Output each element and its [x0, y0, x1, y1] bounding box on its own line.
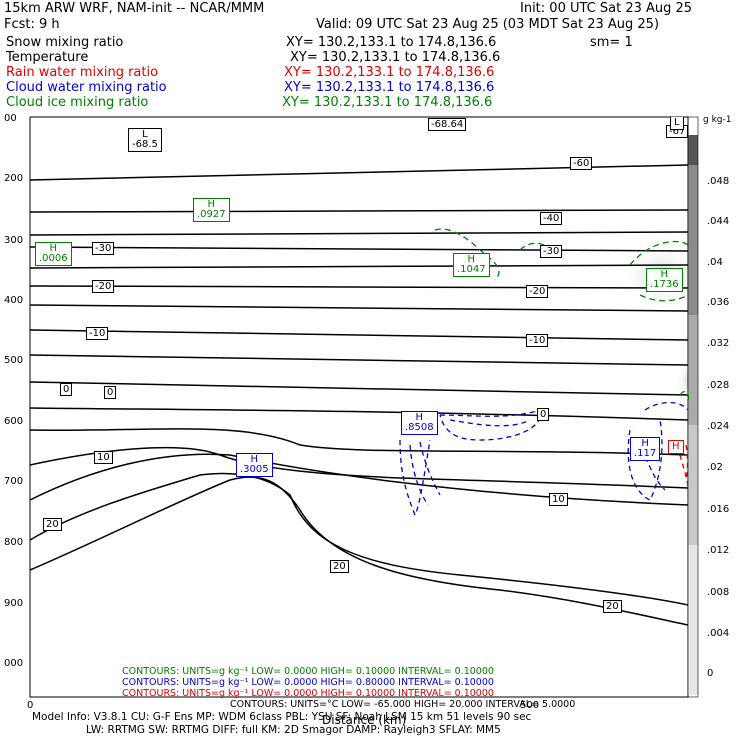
extremum-type: H: [672, 441, 680, 452]
y-tick-label: 400: [4, 295, 24, 306]
plot-frame: [29, 116, 689, 698]
y-tick-label: 900: [4, 598, 24, 609]
model-title: 15km ARW WRF, NAM-init -- NCAR/MMM: [4, 1, 265, 16]
extremum-type: H: [660, 269, 669, 280]
field-xy-cloudwater: XY= 130.2,133.1 to 174.8,136.6: [284, 80, 495, 95]
contour-label: -68.64: [428, 118, 467, 131]
y-tick-label: 600: [4, 416, 24, 427]
field-name-temperature: Temperature: [6, 50, 89, 65]
contour-info-rain: CONTOURS: UNITS=g kg⁻¹ LOW= 0.0000 HIGH=…: [122, 688, 494, 699]
extremum-value: .117: [634, 448, 657, 459]
colorbar-tick: .024: [707, 421, 730, 432]
contour-info-cloudice: CONTOURS: UNITS=g kg⁻¹ LOW= 0.0000 HIGH=…: [122, 666, 494, 677]
contour-label: -30: [92, 242, 115, 255]
extremum-high: H .1047: [453, 253, 490, 277]
contour-label: 10: [94, 451, 113, 464]
init-time: Init: 00 UTC Sat 23 Aug 25: [520, 1, 693, 16]
field-smooth: sm= 1: [590, 35, 633, 50]
colorbar-tick: .048: [707, 176, 730, 187]
y-tick-label: 500: [4, 355, 24, 366]
colorbar-tick: .008: [707, 587, 730, 598]
extremum-value: -68.5: [132, 139, 158, 150]
y-tick-label: 700: [4, 476, 24, 487]
extremum-type: H: [415, 412, 424, 423]
model-info-line2: LW: RRTMG SW: RRTMG DIFF: full KM: 2D Sm…: [86, 724, 501, 736]
extremum-value: .0006: [39, 253, 68, 264]
x-tick-label: 500: [520, 700, 540, 711]
extremum-type: H: [49, 243, 58, 254]
contour-label: -10: [526, 334, 549, 347]
extremum-value: .1736: [650, 279, 679, 290]
y-tick-label: 800: [4, 537, 24, 548]
extremum-high: H .3005: [236, 453, 273, 477]
extremum-value: .1047: [457, 264, 486, 275]
contour-label: 10: [549, 493, 568, 506]
field-name-snow: Snow mixing ratio: [6, 35, 124, 50]
y-tick-label: 00: [4, 113, 17, 124]
field-name-cloudwater: Cloud water mixing ratio: [6, 80, 167, 95]
contour-label: 20: [330, 560, 349, 573]
field-xy-snow: XY= 130.2,133.1 to 174.8,136.6: [286, 35, 497, 50]
extremum-low: L -68.5: [128, 128, 162, 152]
colorbar-tick: .032: [707, 338, 730, 349]
contour-label: -30: [540, 245, 563, 258]
contour-info-cloudwater: CONTOURS: UNITS=g kg⁻¹ LOW= 0.0000 HIGH=…: [122, 677, 494, 688]
forecast-hour: Fcst: 9 h: [4, 17, 60, 32]
extremum-high: H .8508: [401, 411, 438, 435]
contour-label: 0: [60, 383, 73, 396]
contour-label: -20: [92, 280, 115, 293]
contour-label: 0: [537, 408, 550, 421]
contour-label: -60: [570, 157, 593, 170]
extremum-type: H: [467, 254, 476, 265]
field-xy-temperature: XY= 130.2,133.1 to 174.8,136.6: [290, 50, 501, 65]
colorbar-tick: .044: [707, 216, 730, 227]
colorbar-units: g kg-1: [703, 115, 732, 125]
extremum-high: H .0927: [193, 198, 230, 222]
contour-label: -40: [540, 212, 563, 225]
field-name-cloudice: Cloud ice mixing ratio: [6, 95, 149, 110]
x-tick-label: 0: [27, 700, 34, 711]
extremum-high: H: [668, 440, 684, 454]
extremum-type: L: [142, 129, 148, 140]
colorbar-tick: .036: [707, 297, 730, 308]
contour-label: 20: [43, 518, 62, 531]
y-tick-label: 200: [4, 173, 24, 184]
contour-label: -20: [526, 285, 549, 298]
y-tick-label: 300: [4, 235, 24, 246]
extremum-type: H: [641, 438, 649, 449]
model-info-line1: Model Info: V3.8.1 CU: G-F Ens MP: WDM 6…: [32, 711, 532, 723]
extremum-type: H: [207, 199, 216, 210]
colorbar-tick: .004: [707, 628, 730, 639]
contour-label: 0: [104, 386, 117, 399]
contour-label: 20: [603, 600, 622, 613]
colorbar-tick: .012: [707, 545, 730, 556]
colorbar-tick: .04: [707, 257, 723, 268]
colorbar-tick: .02: [707, 462, 723, 473]
contour-info-temperature: CONTOURS: UNITS=°C LOW= -65.000 HIGH= 20…: [230, 699, 576, 710]
extremum-high: H .1736: [646, 268, 683, 292]
colorbar-tick: 0: [707, 668, 714, 679]
extremum-value: .8508: [405, 422, 434, 433]
field-xy-rain: XY= 130.2,133.1 to 174.8,136.6: [284, 65, 495, 80]
extremum-type: L: [674, 117, 680, 128]
temperature-contours: [29, 164, 689, 626]
colorbar-tick: .016: [707, 504, 730, 515]
rain-water-contours: [679, 444, 689, 491]
extremum-high: H .0006: [35, 242, 72, 266]
x-axis-label: Distance (km): [322, 713, 407, 727]
extremum-high: H .117: [630, 437, 661, 461]
colorbar-tick: .028: [707, 380, 730, 391]
y-tick-label: 000: [4, 658, 24, 669]
extremum-value: .3005: [240, 464, 269, 475]
extremum-low: L: [670, 117, 684, 130]
extremum-type: H: [250, 454, 259, 465]
extremum-value: .0927: [197, 209, 226, 220]
contour-label: -10: [86, 327, 109, 340]
cloud-water-contours: [237, 401, 689, 517]
field-xy-cloudice: XY= 130.2,133.1 to 174.8,136.6: [282, 95, 493, 110]
colorbar: [687, 116, 699, 698]
field-name-rain: Rain water mixing ratio: [6, 65, 159, 80]
valid-time: Valid: 09 UTC Sat 23 Aug 25 (03 MDT Sat …: [316, 17, 660, 32]
